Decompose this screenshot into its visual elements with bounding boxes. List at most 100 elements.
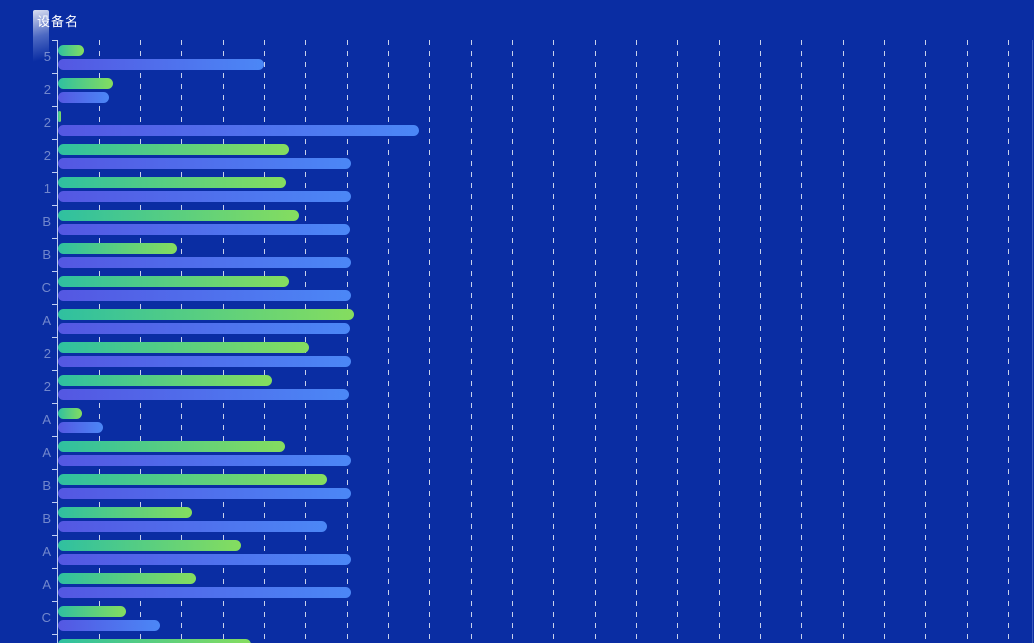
- chart-right-boundary: [1032, 40, 1033, 643]
- bar-green[interactable]: [58, 639, 251, 643]
- gridline: [429, 40, 431, 643]
- bar-green[interactable]: [58, 573, 196, 584]
- y-axis-tick: [52, 73, 57, 74]
- bar-blue[interactable]: [58, 224, 350, 235]
- bar-green[interactable]: [58, 408, 83, 419]
- y-axis-tick: [52, 403, 57, 404]
- gridline: [512, 40, 514, 643]
- y-axis-tick: [52, 337, 57, 338]
- bar-blue[interactable]: [58, 455, 352, 466]
- bar-blue[interactable]: [58, 92, 109, 103]
- bar-green[interactable]: [58, 177, 287, 188]
- gridline: [181, 40, 183, 643]
- bar-green[interactable]: [58, 342, 309, 353]
- bar-blue[interactable]: [58, 521, 327, 532]
- y-axis-tick: [52, 271, 57, 272]
- bar-blue[interactable]: [58, 488, 351, 499]
- y-axis-label: A: [42, 412, 51, 427]
- y-axis-title: 设备名: [37, 14, 80, 29]
- y-axis-label: B: [42, 478, 51, 493]
- gridline: [801, 40, 803, 643]
- gridline: [760, 40, 762, 643]
- y-axis-label: 2: [43, 115, 51, 130]
- y-axis-tick: [52, 304, 57, 305]
- y-axis-label: B: [42, 511, 51, 526]
- bar-blue[interactable]: [58, 389, 350, 400]
- y-axis-label: B: [42, 214, 51, 229]
- y-axis-line: [57, 40, 58, 643]
- bar-green[interactable]: [58, 210, 299, 221]
- y-axis-tick: [52, 634, 57, 635]
- bar-blue[interactable]: [58, 587, 352, 598]
- bar-blue[interactable]: [58, 554, 352, 565]
- y-axis-tick: [52, 139, 57, 140]
- gridline: [222, 40, 224, 643]
- gridline: [925, 40, 927, 643]
- bar-green[interactable]: [58, 78, 114, 89]
- bar-green[interactable]: [58, 441, 286, 452]
- gridline: [1008, 40, 1010, 643]
- y-axis-label: 5: [43, 49, 51, 64]
- axis-hover-highlight: [33, 10, 49, 67]
- bar-green[interactable]: [58, 45, 84, 56]
- bar-green[interactable]: [58, 474, 328, 485]
- y-axis-label: C: [41, 610, 51, 625]
- bar-blue[interactable]: [58, 59, 264, 70]
- bar-green[interactable]: [58, 375, 273, 386]
- y-axis-tick: [52, 568, 57, 569]
- y-axis-tick: [52, 601, 57, 602]
- y-axis-label: 2: [43, 346, 51, 361]
- gridline: [636, 40, 638, 643]
- y-axis-label: C: [41, 280, 51, 295]
- y-axis-tick: [52, 205, 57, 206]
- bar-green[interactable]: [58, 243, 178, 254]
- bar-green[interactable]: [58, 309, 354, 320]
- gridline: [305, 40, 307, 643]
- bar-green[interactable]: [58, 276, 289, 287]
- y-axis-label: 2: [43, 148, 51, 163]
- gridline: [966, 40, 968, 643]
- bar-blue[interactable]: [58, 323, 350, 334]
- gridline: [677, 40, 679, 643]
- bar-green[interactable]: [58, 111, 62, 122]
- y-axis-tick: [52, 535, 57, 536]
- bar-green[interactable]: [58, 144, 289, 155]
- y-axis-label: A: [42, 544, 51, 559]
- y-axis-tick: [52, 40, 57, 41]
- bar-blue[interactable]: [58, 257, 351, 268]
- gridline: [388, 40, 390, 643]
- bar-green[interactable]: [58, 606, 127, 617]
- bar-blue[interactable]: [58, 158, 351, 169]
- bar-blue[interactable]: [58, 290, 351, 301]
- y-axis-tick: [52, 502, 57, 503]
- y-axis-label: 2: [43, 379, 51, 394]
- gridline: [594, 40, 596, 643]
- gridline: [884, 40, 886, 643]
- y-axis-label: A: [42, 313, 51, 328]
- gridline: [140, 40, 142, 643]
- y-axis-tick: [52, 106, 57, 107]
- y-axis-tick: [52, 436, 57, 437]
- y-axis-tick: [52, 370, 57, 371]
- gridline: [470, 40, 472, 643]
- gridline: [346, 40, 348, 643]
- bar-blue[interactable]: [58, 191, 351, 202]
- gridline: [98, 40, 100, 643]
- y-axis-tick: [52, 238, 57, 239]
- gridline: [718, 40, 720, 643]
- y-axis-label: A: [42, 445, 51, 460]
- y-axis-label: B: [42, 247, 51, 262]
- gridline: [264, 40, 266, 643]
- bar-blue[interactable]: [58, 125, 419, 136]
- y-axis-label: A: [42, 577, 51, 592]
- y-axis-tick: [52, 172, 57, 173]
- gridline: [553, 40, 555, 643]
- y-axis-tick: [52, 469, 57, 470]
- y-axis-label: 2: [43, 82, 51, 97]
- bar-blue[interactable]: [58, 422, 104, 433]
- bar-green[interactable]: [58, 540, 241, 551]
- bar-blue[interactable]: [58, 356, 352, 367]
- bar-blue[interactable]: [58, 620, 160, 631]
- bar-green[interactable]: [58, 507, 193, 518]
